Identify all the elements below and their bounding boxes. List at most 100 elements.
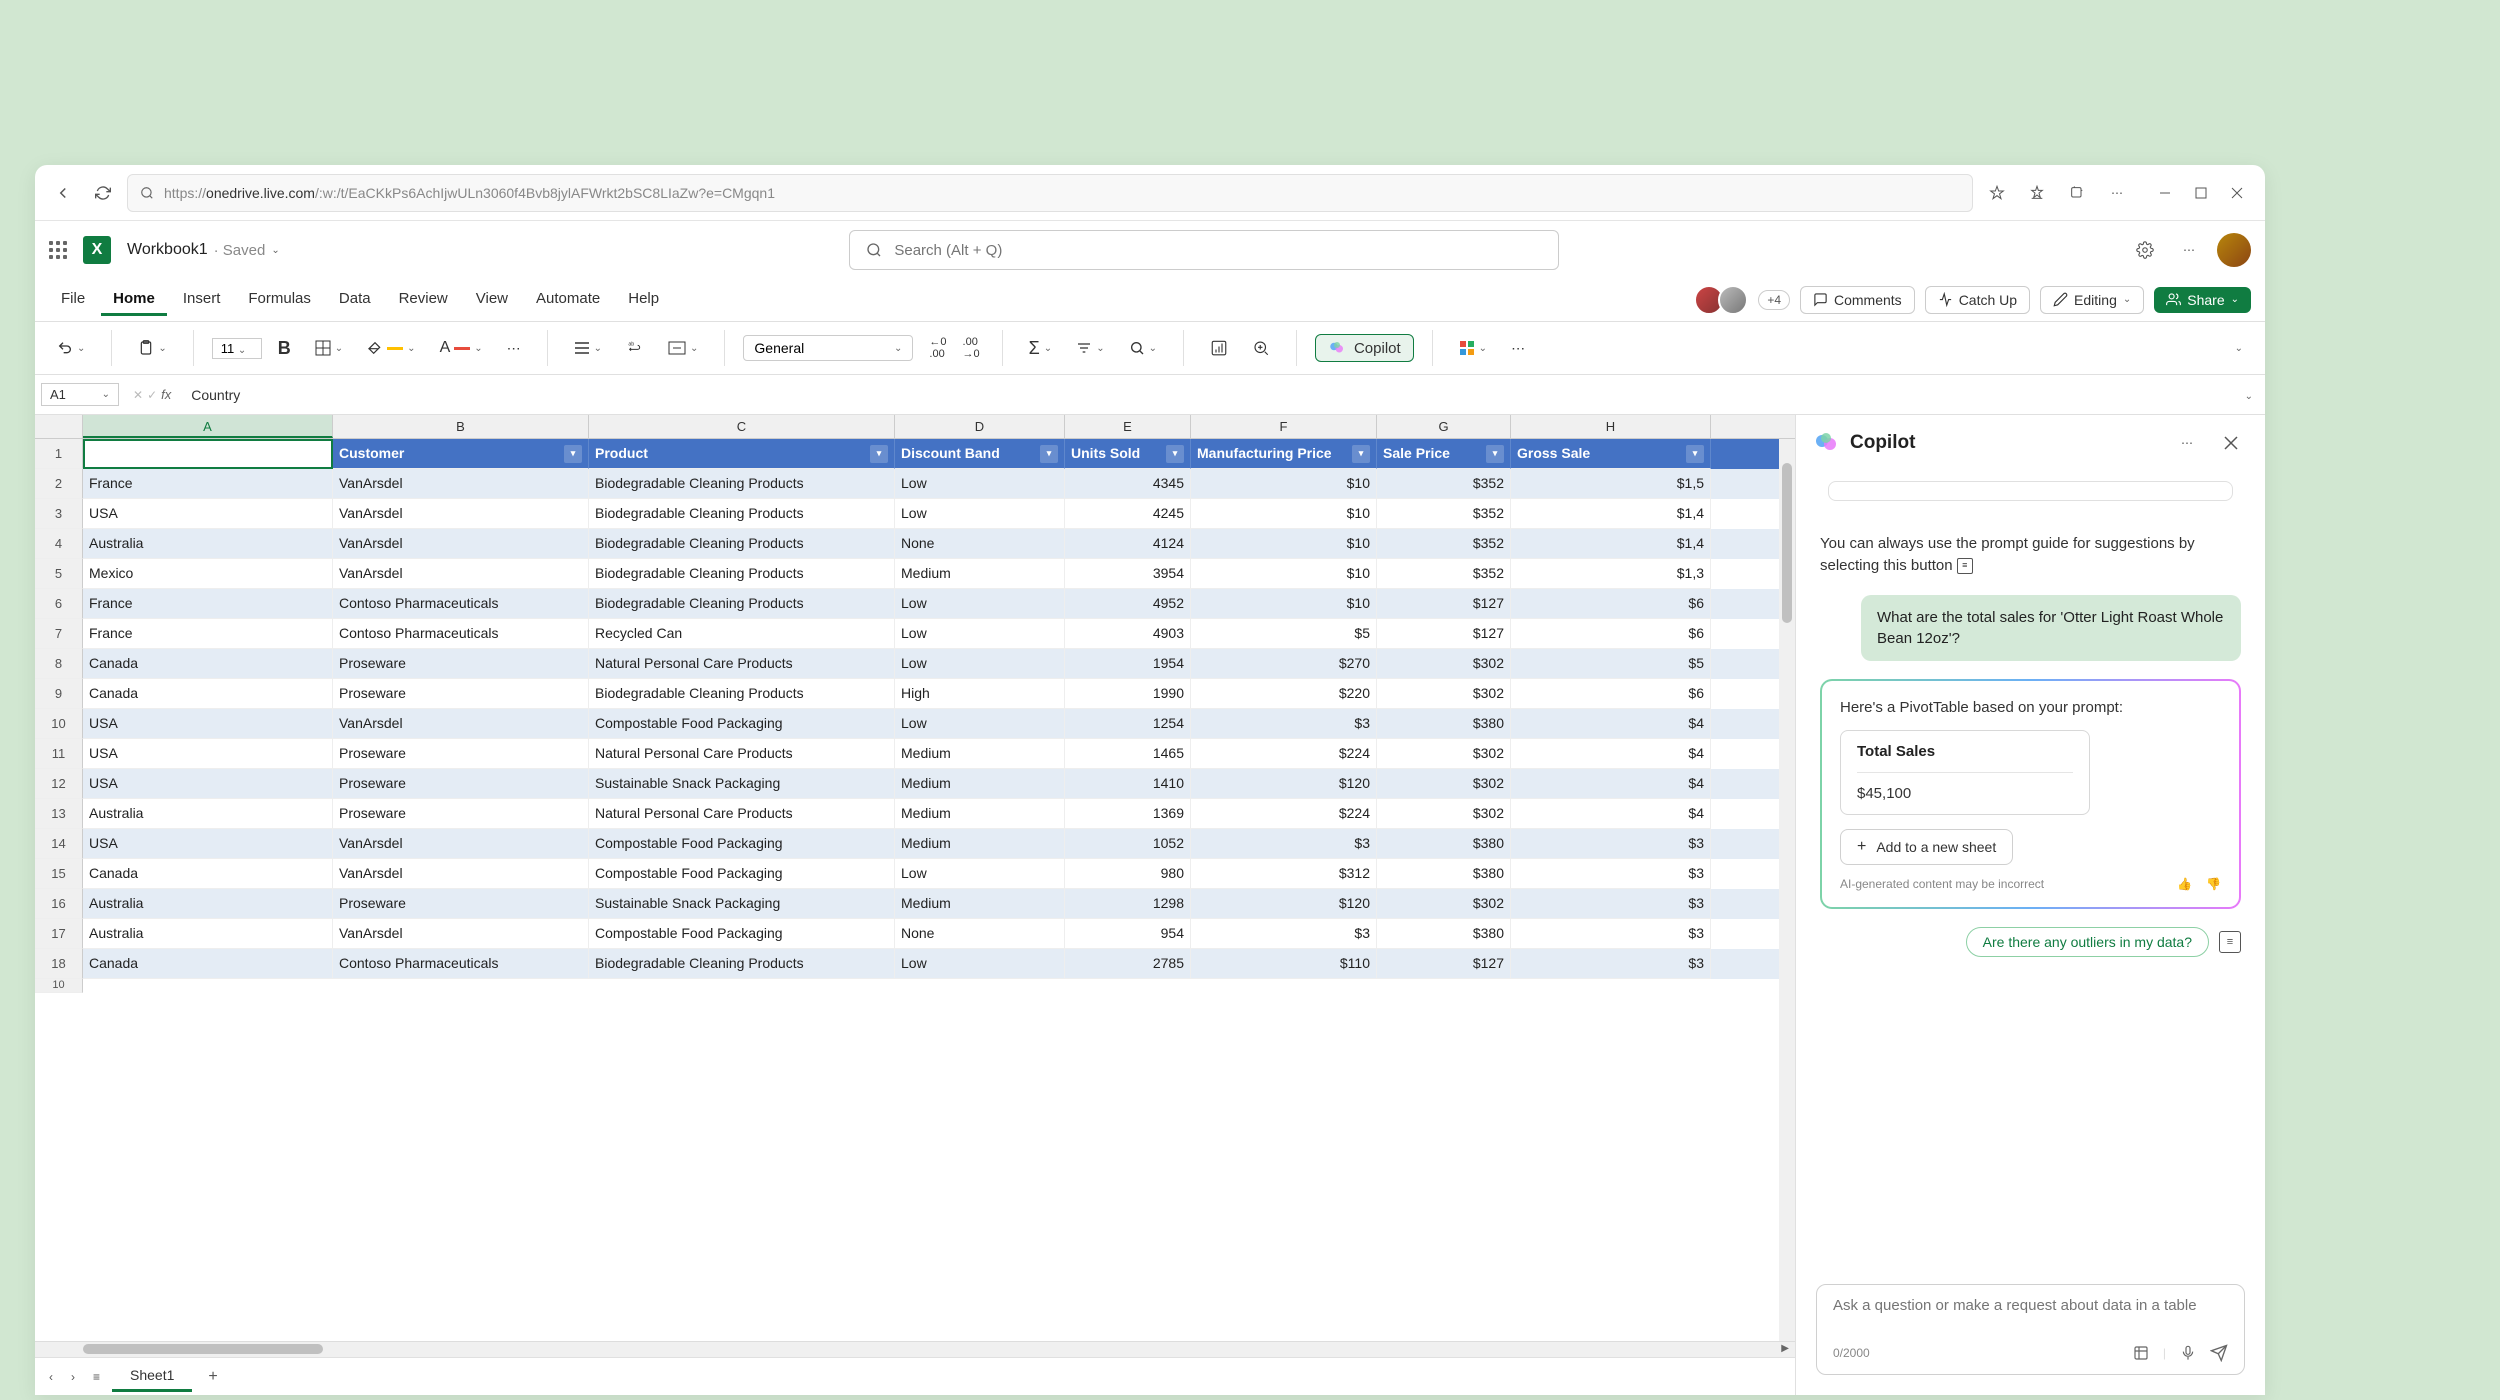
cell[interactable]: Medium <box>895 829 1065 859</box>
cell[interactable]: $380 <box>1377 919 1511 949</box>
cell[interactable]: VanArsdel <box>333 829 589 859</box>
cell[interactable]: 1465 <box>1065 739 1191 769</box>
cell[interactable]: VanArsdel <box>333 529 589 559</box>
ribbon-tab-file[interactable]: File <box>49 284 97 316</box>
cell[interactable]: $270 <box>1191 649 1377 679</box>
cell[interactable]: VanArsdel <box>333 499 589 529</box>
cell[interactable]: Recycled Can <box>589 619 895 649</box>
cell[interactable]: Biodegradable Cleaning Products <box>589 589 895 619</box>
ribbon-tab-insert[interactable]: Insert <box>171 284 233 316</box>
share-button[interactable]: Share⌄ <box>2154 287 2251 313</box>
cell[interactable]: Biodegradable Cleaning Products <box>589 499 895 529</box>
sheet-tab[interactable]: Sheet1 <box>112 1361 192 1392</box>
confirm-formula-icon[interactable]: ✓ <box>147 388 157 402</box>
cell[interactable]: $380 <box>1377 709 1511 739</box>
cell[interactable]: Medium <box>895 739 1065 769</box>
font-size-input[interactable]: 11 ⌄ <box>212 338 262 359</box>
cell[interactable]: Natural Personal Care Products <box>589 649 895 679</box>
cell[interactable]: Australia <box>83 799 333 829</box>
borders-button[interactable]: ⌄ <box>307 336 351 360</box>
sort-filter-button[interactable]: ⌄ <box>1068 336 1112 360</box>
ribbon-tab-automate[interactable]: Automate <box>524 284 612 316</box>
cell[interactable]: 1369 <box>1065 799 1191 829</box>
cell[interactable]: USA <box>83 709 333 739</box>
add-sheet-button[interactable]: + <box>198 1364 227 1390</box>
cell[interactable]: USA <box>83 739 333 769</box>
filter-icon[interactable]: ▾ <box>870 445 888 463</box>
ribbon-tab-home[interactable]: Home <box>101 284 167 316</box>
more-options-icon[interactable]: ⋯ <box>2173 234 2205 266</box>
table-header-cell[interactable]: Country▾ <box>83 439 333 469</box>
cell[interactable]: 4124 <box>1065 529 1191 559</box>
ribbon-tab-review[interactable]: Review <box>387 284 460 316</box>
settings-icon[interactable] <box>2129 234 2161 266</box>
thumbs-up-icon[interactable]: 👍 <box>2177 877 2192 891</box>
cell[interactable]: $302 <box>1377 679 1511 709</box>
cell[interactable]: $380 <box>1377 859 1511 889</box>
copilot-more-icon[interactable]: ⋯ <box>2171 427 2203 459</box>
cell[interactable]: 4903 <box>1065 619 1191 649</box>
close-button[interactable] <box>2221 177 2253 209</box>
filter-icon[interactable]: ▾ <box>308 445 326 463</box>
row-header[interactable]: 2 <box>35 469 83 499</box>
cell[interactable]: Biodegradable Cleaning Products <box>589 949 895 979</box>
cell[interactable]: VanArsdel <box>333 859 589 889</box>
cell[interactable]: Compostable Food Packaging <box>589 829 895 859</box>
workbook-title[interactable]: Workbook1 · Saved ⌄ <box>127 241 280 259</box>
column-header[interactable]: G <box>1377 415 1511 438</box>
search-input[interactable] <box>894 242 1542 259</box>
cell[interactable]: 1990 <box>1065 679 1191 709</box>
cell[interactable]: $4 <box>1511 769 1711 799</box>
sheet-list-button[interactable]: ≡ <box>87 1366 106 1388</box>
row-header[interactable]: 14 <box>35 829 83 859</box>
cell[interactable]: 1254 <box>1065 709 1191 739</box>
table-header-cell[interactable]: Discount Band▾ <box>895 439 1065 469</box>
cell[interactable]: Low <box>895 589 1065 619</box>
table-header-cell[interactable]: Product▾ <box>589 439 895 469</box>
cell[interactable]: Contoso Pharmaceuticals <box>333 949 589 979</box>
cell[interactable]: $120 <box>1191 889 1377 919</box>
presence-facepile[interactable] <box>1700 285 1748 315</box>
wrap-text-button[interactable]: ab <box>618 336 652 360</box>
cell[interactable]: $352 <box>1377 529 1511 559</box>
cell[interactable]: 4345 <box>1065 469 1191 499</box>
vertical-scrollbar[interactable] <box>1779 439 1795 1341</box>
analyze-data-button[interactable] <box>1202 335 1236 361</box>
filter-icon[interactable]: ▾ <box>1486 445 1504 463</box>
ideas-button[interactable] <box>1244 335 1278 361</box>
select-all-corner[interactable] <box>35 415 83 438</box>
mic-icon[interactable] <box>2180 1345 2196 1361</box>
cell[interactable]: Low <box>895 499 1065 529</box>
formula-bar[interactable]: Country <box>179 384 2232 406</box>
cell[interactable]: USA <box>83 829 333 859</box>
cell[interactable]: $3 <box>1511 889 1711 919</box>
fill-color-button[interactable]: ⌄ <box>359 336 423 360</box>
cell[interactable]: $1,5 <box>1511 469 1711 499</box>
cell[interactable]: None <box>895 919 1065 949</box>
more-icon[interactable]: ⋯ <box>2101 177 2133 209</box>
cell[interactable]: $224 <box>1191 799 1377 829</box>
cell[interactable]: $3 <box>1191 919 1377 949</box>
cell[interactable]: $352 <box>1377 499 1511 529</box>
row-header[interactable]: 12 <box>35 769 83 799</box>
filter-icon[interactable]: ▾ <box>1352 445 1370 463</box>
cell[interactable]: Canada <box>83 679 333 709</box>
align-button[interactable]: ⌄ <box>566 337 610 359</box>
collections-icon[interactable] <box>2061 177 2093 209</box>
cell[interactable]: 3954 <box>1065 559 1191 589</box>
cell[interactable]: USA <box>83 769 333 799</box>
decrease-decimal-button[interactable]: .00→0 <box>959 334 984 362</box>
cell[interactable]: Australia <box>83 889 333 919</box>
column-header[interactable]: B <box>333 415 589 438</box>
addins-button[interactable]: ⌄ <box>1451 336 1495 360</box>
cell[interactable]: $6 <box>1511 619 1711 649</box>
cell[interactable]: $127 <box>1377 949 1511 979</box>
filter-icon[interactable]: ▾ <box>1686 445 1704 463</box>
address-bar[interactable]: https://onedrive.live.com/:w:/t/EaCKkPs6… <box>127 174 1973 212</box>
filter-icon[interactable]: ▾ <box>1040 445 1058 463</box>
cell[interactable]: Biodegradable Cleaning Products <box>589 559 895 589</box>
cell[interactable]: $10 <box>1191 529 1377 559</box>
font-color-button[interactable]: A⌄ <box>432 335 491 361</box>
row-header[interactable]: 10 <box>35 709 83 739</box>
cell[interactable]: Proseware <box>333 889 589 919</box>
